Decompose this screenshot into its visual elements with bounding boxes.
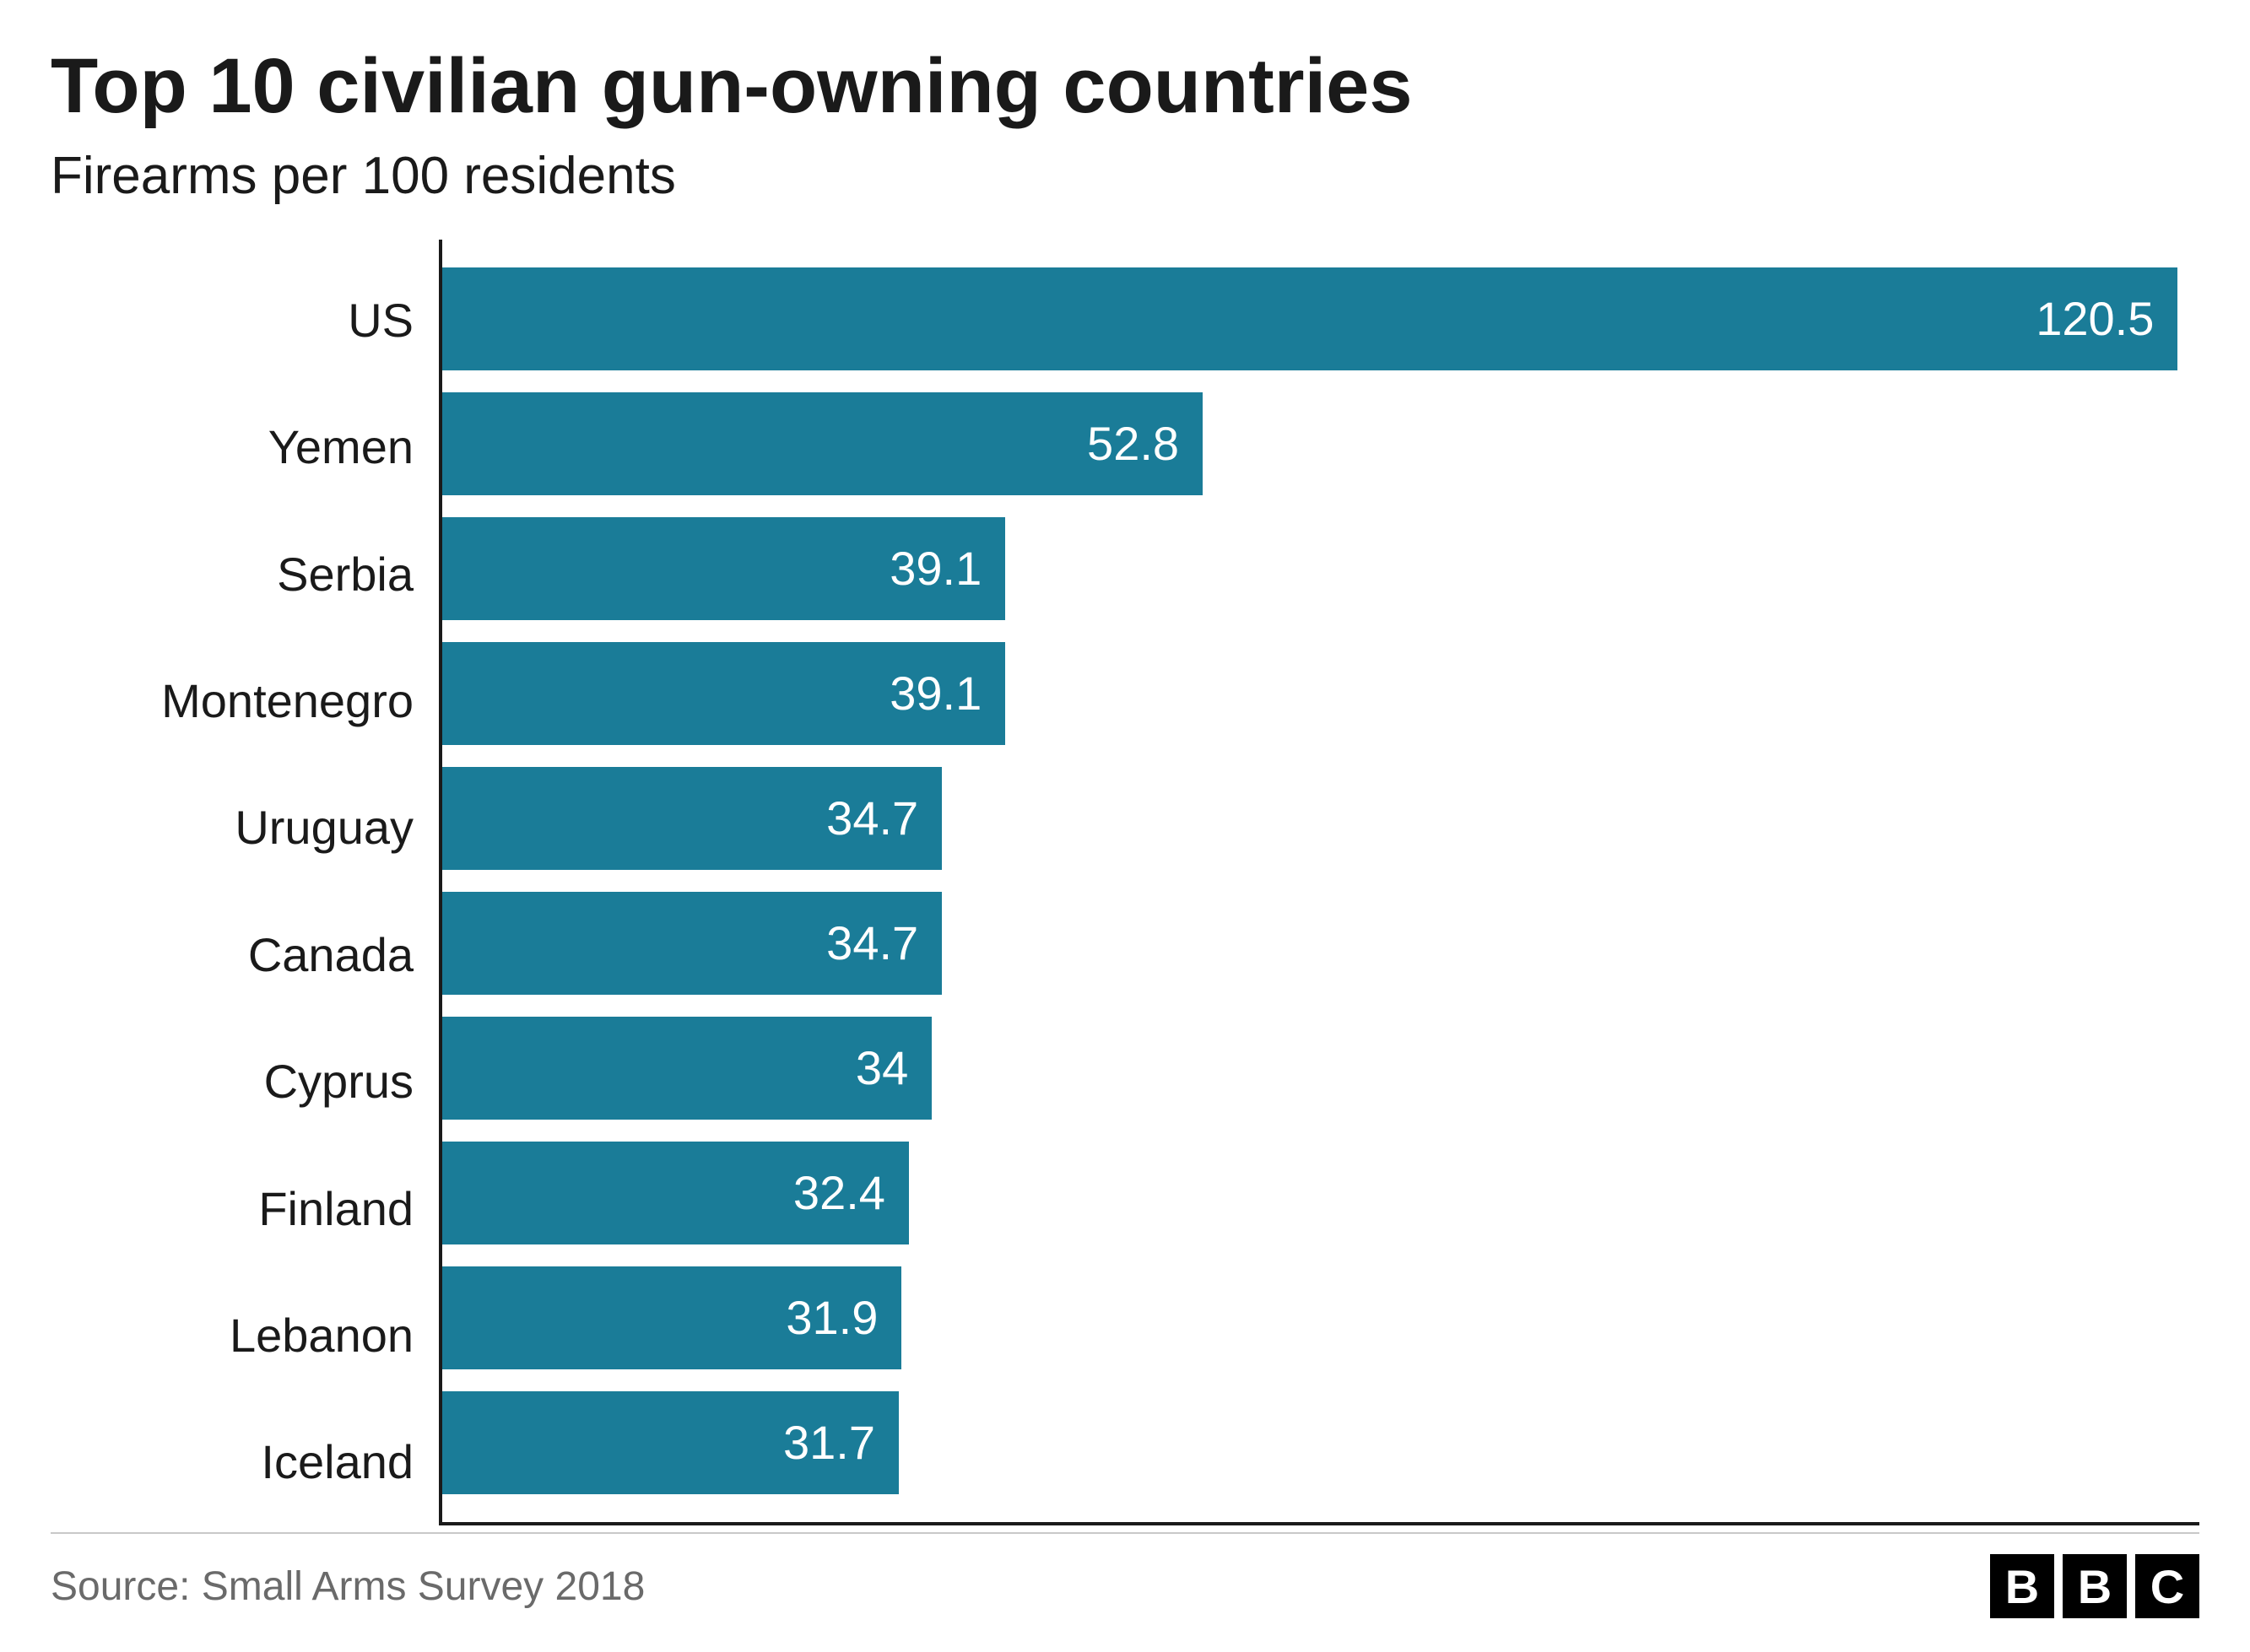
category-label: Finland xyxy=(51,1145,439,1271)
category-label: Serbia xyxy=(51,510,439,637)
bar: 31.9 xyxy=(442,1266,901,1369)
chart-container: Top 10 civilian gun-owning countries Fir… xyxy=(51,42,2199,1618)
category-label: Cyprus xyxy=(51,1018,439,1144)
bbc-logo: B B C xyxy=(1990,1554,2199,1618)
bar-value-label: 31.9 xyxy=(786,1290,878,1345)
bar: 32.4 xyxy=(442,1142,909,1244)
category-label: Uruguay xyxy=(51,764,439,891)
bar-row: 34.7 xyxy=(442,881,2199,1006)
plot-area: USYemenSerbiaMontenegroUruguayCanadaCypr… xyxy=(51,240,2199,1525)
category-label: Lebanon xyxy=(51,1271,439,1398)
bar: 31.7 xyxy=(442,1391,899,1493)
bar-value-label: 34 xyxy=(856,1040,908,1095)
bar-row: 32.4 xyxy=(442,1131,2199,1255)
bar: 120.5 xyxy=(442,267,2177,370)
bar-value-label: 34.7 xyxy=(826,791,918,845)
bar-row: 120.5 xyxy=(442,256,2199,381)
bar-value-label: 52.8 xyxy=(1087,416,1179,471)
logo-letter-b2: B xyxy=(2063,1554,2127,1618)
category-label: Canada xyxy=(51,891,439,1018)
bar: 34.7 xyxy=(442,767,942,869)
category-label: Iceland xyxy=(51,1399,439,1525)
source-text: Source: Small Arms Survey 2018 xyxy=(51,1563,645,1610)
chart-title: Top 10 civilian gun-owning countries xyxy=(51,42,2199,131)
bar-value-label: 120.5 xyxy=(2036,291,2154,346)
bar: 39.1 xyxy=(442,517,1005,619)
category-label: Yemen xyxy=(51,383,439,510)
chart-footer: Source: Small Arms Survey 2018 B B C xyxy=(51,1532,2199,1618)
bar: 39.1 xyxy=(442,642,1005,744)
bar-value-label: 32.4 xyxy=(793,1165,885,1220)
category-labels-column: USYemenSerbiaMontenegroUruguayCanadaCypr… xyxy=(51,240,439,1525)
bar-row: 31.7 xyxy=(442,1380,2199,1505)
bar-value-label: 31.7 xyxy=(783,1415,875,1470)
chart-subtitle: Firearms per 100 residents xyxy=(51,146,2199,206)
category-label: Montenegro xyxy=(51,637,439,764)
category-label: US xyxy=(51,256,439,383)
bar: 52.8 xyxy=(442,392,1203,494)
bar-value-label: 39.1 xyxy=(890,541,982,596)
bars-column: 120.5 52.8 39.1 39.1 34.7 34.7 34 32.4 31.9 31.7 xyxy=(439,240,2199,1525)
bar-value-label: 34.7 xyxy=(826,915,918,970)
bar-value-label: 39.1 xyxy=(890,666,982,721)
bar-row: 34.7 xyxy=(442,756,2199,881)
bar: 34 xyxy=(442,1017,932,1119)
bar-row: 52.8 xyxy=(442,381,2199,506)
bar: 34.7 xyxy=(442,892,942,994)
bar-row: 39.1 xyxy=(442,506,2199,631)
logo-letter-b1: B xyxy=(1990,1554,2054,1618)
logo-letter-c: C xyxy=(2135,1554,2199,1618)
bar-row: 31.9 xyxy=(442,1255,2199,1380)
bar-row: 39.1 xyxy=(442,631,2199,756)
bar-row: 34 xyxy=(442,1006,2199,1131)
